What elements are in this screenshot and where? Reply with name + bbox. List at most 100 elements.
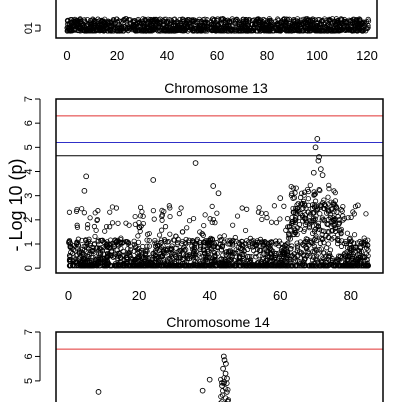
data-point <box>274 263 280 269</box>
data-point <box>95 239 101 245</box>
data-point <box>157 258 163 264</box>
data-point <box>315 223 322 229</box>
data-point <box>206 243 213 249</box>
data-point <box>196 16 202 22</box>
data-point <box>130 24 137 30</box>
data-point <box>331 209 337 215</box>
data-point <box>120 260 127 267</box>
data-point <box>302 212 308 218</box>
data-point <box>316 17 323 23</box>
data-point <box>221 239 227 245</box>
y-axis-label: - Log 10 (p) <box>6 158 26 251</box>
panel-2-title: Chromosome 13 <box>164 80 268 96</box>
data-point <box>103 260 109 266</box>
data-point <box>277 216 283 222</box>
data-point <box>264 215 270 221</box>
data-point <box>254 17 260 23</box>
data-point <box>268 219 275 225</box>
data-point <box>142 251 149 257</box>
data-point <box>340 203 346 210</box>
data-point <box>311 243 317 249</box>
data-point <box>201 24 207 30</box>
data-point <box>174 19 180 25</box>
data-point <box>87 215 93 221</box>
data-point <box>320 250 327 256</box>
data-point <box>264 27 270 33</box>
data-point <box>309 27 316 33</box>
data-point <box>146 237 152 244</box>
data-point <box>310 248 316 255</box>
data-point <box>332 263 338 269</box>
peak-point <box>150 177 157 183</box>
data-point <box>277 28 284 34</box>
data-point <box>103 242 109 248</box>
data-point <box>361 235 367 241</box>
data-point <box>313 233 319 239</box>
x-tick-label: 60 <box>273 288 287 303</box>
x-tick-label: 20 <box>110 48 124 63</box>
x-tick-label: 40 <box>160 48 174 63</box>
data-point <box>112 253 118 259</box>
data-point <box>312 236 318 242</box>
data-point <box>197 246 203 253</box>
data-point <box>180 19 187 25</box>
data-point <box>83 237 89 243</box>
peak-point <box>277 195 284 201</box>
data-point <box>152 22 158 28</box>
data-point <box>261 251 267 257</box>
data-point <box>217 27 223 33</box>
data-point <box>311 218 317 224</box>
data-point <box>347 250 353 256</box>
data-point <box>346 263 352 269</box>
data-point <box>65 27 71 33</box>
data-point <box>104 25 111 31</box>
data-point <box>178 205 184 211</box>
data-point <box>307 253 313 259</box>
data-point <box>347 235 353 241</box>
data-point <box>166 255 172 261</box>
data-point <box>320 255 326 261</box>
data-point <box>335 27 341 33</box>
panel-3-frame <box>55 331 384 402</box>
data-point <box>254 239 261 246</box>
data-point <box>74 206 80 213</box>
data-point <box>80 251 86 257</box>
data-point <box>88 250 94 257</box>
data-point <box>162 224 169 230</box>
data-point <box>204 255 210 261</box>
data-point <box>319 215 325 221</box>
data-point <box>133 263 140 269</box>
panel-2-points <box>66 136 371 269</box>
data-point <box>241 251 247 257</box>
data-point <box>290 185 296 191</box>
data-point <box>115 27 121 33</box>
data-point <box>223 395 229 401</box>
data-point <box>210 27 216 34</box>
data-point <box>166 203 172 209</box>
data-point <box>314 257 320 263</box>
data-point <box>292 215 299 221</box>
data-point <box>308 240 314 246</box>
data-point <box>180 16 186 23</box>
data-point <box>203 263 209 269</box>
data-point <box>174 242 180 248</box>
data-point <box>177 263 183 269</box>
data-point <box>306 221 313 227</box>
data-point <box>288 246 294 252</box>
data-point <box>183 261 189 268</box>
data-point <box>114 16 120 22</box>
data-point <box>226 263 232 269</box>
data-point <box>300 263 306 269</box>
data-point <box>190 215 197 222</box>
data-point <box>328 199 334 205</box>
data-point <box>150 208 156 214</box>
data-point <box>116 250 122 256</box>
data-point <box>326 186 332 192</box>
data-point <box>301 201 307 207</box>
data-point <box>270 253 276 260</box>
data-point <box>300 198 307 204</box>
data-point <box>77 254 83 260</box>
data-point <box>336 227 342 234</box>
data-point <box>165 239 172 245</box>
data-point <box>310 210 316 216</box>
